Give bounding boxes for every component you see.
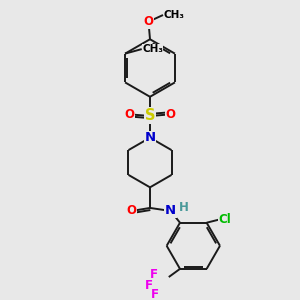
Text: O: O bbox=[124, 108, 134, 121]
Text: O: O bbox=[166, 108, 176, 121]
Text: F: F bbox=[145, 279, 153, 292]
Text: O: O bbox=[127, 205, 137, 218]
Text: N: N bbox=[165, 205, 176, 218]
Text: CH₃: CH₃ bbox=[142, 44, 163, 54]
Text: H: H bbox=[179, 201, 189, 214]
Text: N: N bbox=[144, 131, 156, 144]
Text: Cl: Cl bbox=[218, 213, 231, 226]
Text: F: F bbox=[150, 268, 158, 281]
Text: N: N bbox=[144, 131, 156, 144]
Text: CH₃: CH₃ bbox=[164, 10, 184, 20]
Text: S: S bbox=[145, 108, 155, 123]
Text: O: O bbox=[143, 15, 154, 28]
Text: F: F bbox=[151, 288, 159, 300]
